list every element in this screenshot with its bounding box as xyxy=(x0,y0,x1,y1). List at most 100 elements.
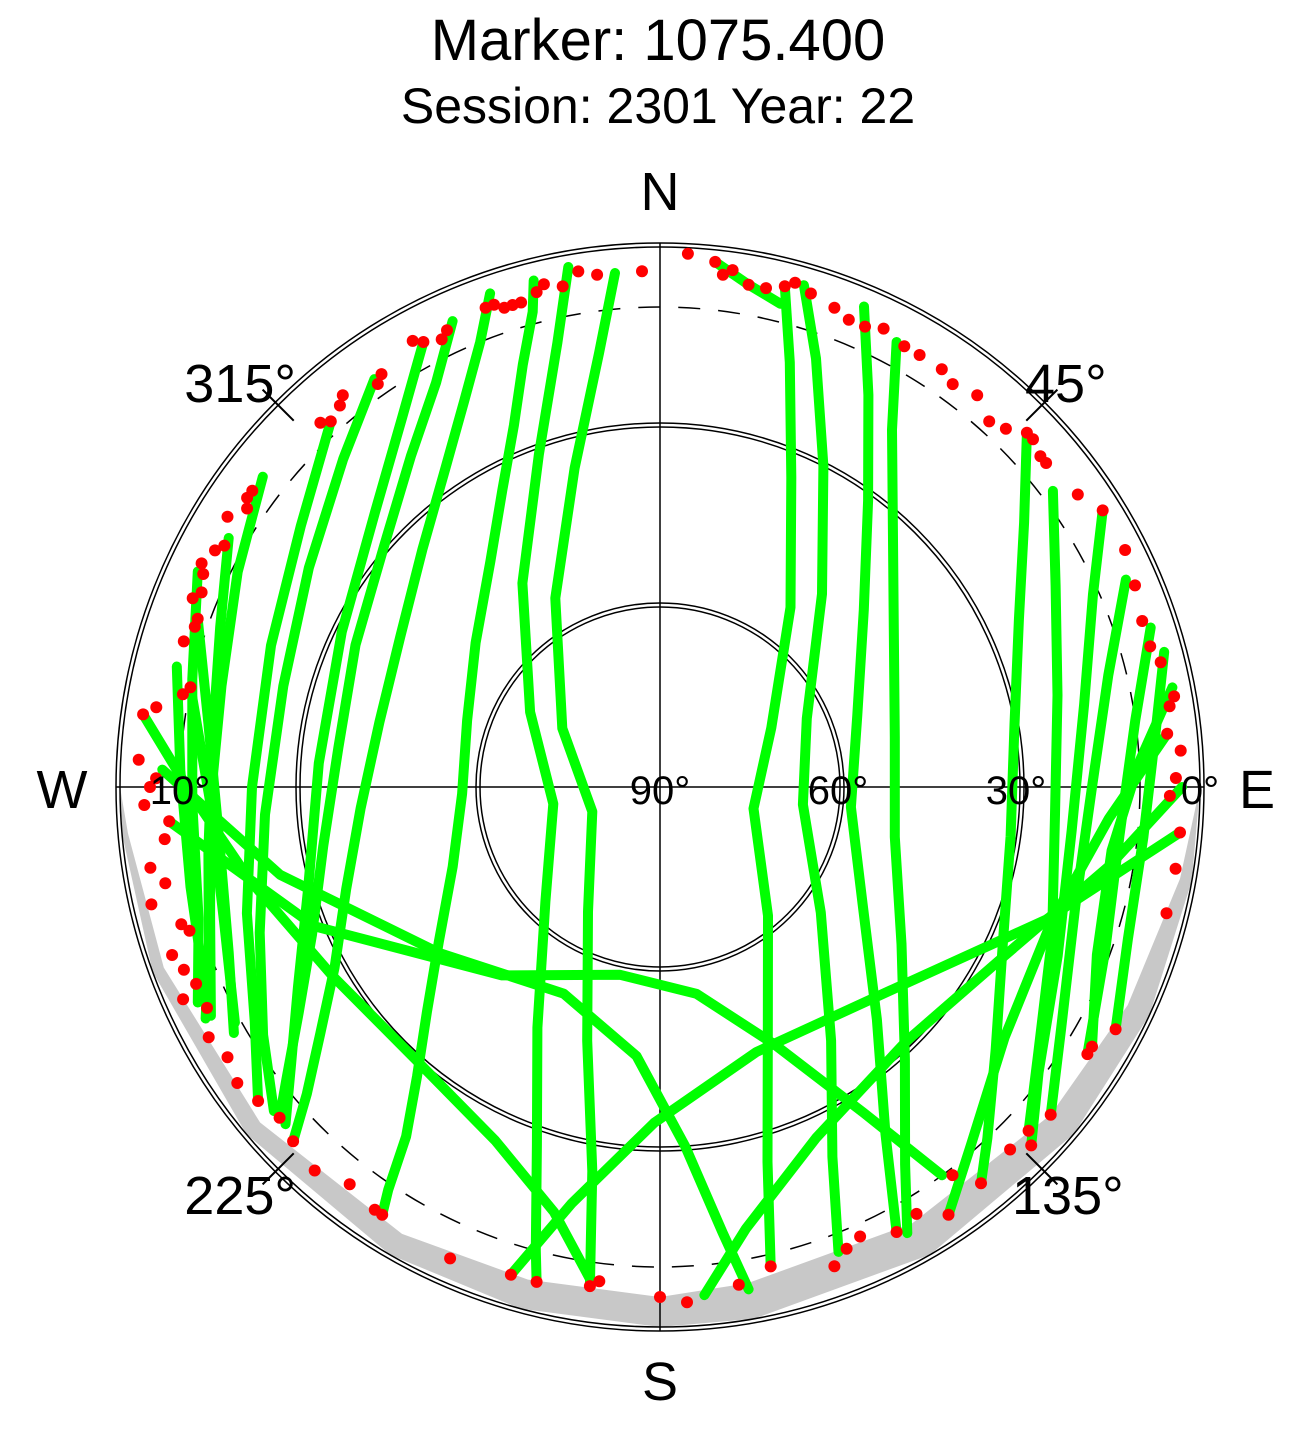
low-elevation-point xyxy=(859,320,871,333)
low-elevation-point xyxy=(975,1177,987,1190)
chart-subtitle: Session: 2301 Year: 22 xyxy=(401,78,915,134)
low-elevation-point xyxy=(197,568,210,580)
low-elevation-point xyxy=(479,301,492,314)
satellite-track-2 xyxy=(288,288,496,1147)
low-elevation-point xyxy=(726,264,739,277)
low-elevation-point xyxy=(636,265,648,278)
low-elevation-point xyxy=(176,688,189,701)
chart-title: Marker: 1075.400 xyxy=(431,8,886,73)
low-elevation-point xyxy=(764,1260,777,1273)
low-elevation-point xyxy=(1086,1040,1098,1053)
low-elevation-point xyxy=(177,993,190,1006)
low-elevation-point xyxy=(1071,488,1084,501)
low-elevation-point xyxy=(159,877,172,890)
low-elevation-point xyxy=(417,336,430,348)
low-elevation-point xyxy=(593,1275,606,1288)
low-elevation-point xyxy=(1154,656,1167,669)
low-elevation-point xyxy=(498,301,511,314)
low-elevation-point xyxy=(530,286,543,299)
low-elevation-point xyxy=(218,539,231,552)
low-elevation-point xyxy=(308,1164,321,1177)
satellite-track-30 xyxy=(699,782,1187,1301)
low-elevation-point xyxy=(1020,426,1033,439)
low-elevation-point xyxy=(760,282,772,295)
low-elevation-point xyxy=(1004,1143,1017,1156)
low-elevation-point xyxy=(537,278,550,291)
satellite-track-5 xyxy=(254,374,380,1116)
low-elevation-points xyxy=(132,247,1187,1309)
low-elevation-point xyxy=(556,280,569,293)
low-elevation-point xyxy=(406,334,419,347)
elevation-label-0: 0° xyxy=(1181,769,1219,813)
azimuth-tick-45 xyxy=(1025,388,1059,422)
elevation-label-60: 60° xyxy=(808,769,869,813)
low-elevation-point xyxy=(221,1051,234,1064)
low-elevation-point xyxy=(890,1226,903,1238)
low-elevation-point xyxy=(441,324,453,337)
low-elevation-point xyxy=(999,422,1012,435)
low-elevation-point xyxy=(935,363,948,376)
low-elevation-point xyxy=(1119,544,1132,556)
satellite-track-17 xyxy=(550,268,620,1292)
low-elevation-point xyxy=(840,1242,853,1255)
low-elevation-point xyxy=(241,502,254,515)
satellite-track-16 xyxy=(517,262,574,1287)
low-elevation-point xyxy=(1169,772,1182,784)
low-elevation-point xyxy=(190,977,203,990)
low-elevation-point xyxy=(188,620,201,633)
satellite-track-14 xyxy=(157,764,754,1295)
low-elevation-point xyxy=(942,1208,955,1221)
low-elevation-point xyxy=(201,1001,213,1014)
low-elevation-point xyxy=(681,247,694,260)
low-elevation-point xyxy=(150,701,163,714)
low-elevation-point xyxy=(946,1169,959,1182)
low-elevation-point xyxy=(910,1207,923,1220)
satellite-track-28 xyxy=(1087,682,1178,1052)
low-elevation-point xyxy=(241,491,254,504)
low-elevation-point xyxy=(150,772,163,785)
low-elevation-point xyxy=(1174,744,1187,757)
low-elevation-point xyxy=(166,949,179,961)
low-elevation-point xyxy=(175,918,188,931)
low-elevation-point xyxy=(287,1135,300,1148)
low-elevation-point xyxy=(1144,640,1157,653)
low-elevation-point xyxy=(583,1280,596,1293)
low-elevation-point xyxy=(132,753,145,766)
west-label: W xyxy=(37,760,88,820)
low-elevation-point xyxy=(314,416,327,429)
south-label: S xyxy=(642,1352,678,1412)
low-elevation-point xyxy=(854,1230,867,1243)
low-elevation-point xyxy=(572,265,585,278)
low-elevation-point xyxy=(983,415,996,428)
azimuth-tick-225 xyxy=(261,1152,295,1186)
azimuth-label-45: 45° xyxy=(1025,354,1107,414)
satellite-track-18 xyxy=(748,281,797,1272)
low-elevation-point xyxy=(789,276,802,289)
low-elevation-point xyxy=(333,399,346,412)
low-elevation-point xyxy=(195,557,208,570)
satellite-track-20 xyxy=(845,301,902,1237)
low-elevation-point xyxy=(186,592,199,605)
low-elevation-point xyxy=(183,924,196,937)
low-elevation-point xyxy=(877,322,890,335)
east-label: E xyxy=(1239,760,1275,820)
low-elevation-point xyxy=(1044,1108,1057,1121)
low-elevation-point xyxy=(709,255,722,268)
low-elevation-point xyxy=(504,1268,517,1281)
low-elevation-point xyxy=(530,1275,543,1288)
low-elevation-point xyxy=(343,1178,356,1191)
satellite-track-31 xyxy=(505,827,1185,1280)
low-elevation-point xyxy=(913,349,926,361)
azimuth-label-135: 135° xyxy=(1012,1166,1124,1226)
azimuth-label-225: 225° xyxy=(184,1166,296,1226)
low-elevation-point xyxy=(842,313,855,326)
azimuth-label-315: 315° xyxy=(184,354,296,414)
low-elevation-point xyxy=(591,268,604,281)
low-elevation-point xyxy=(195,586,208,599)
north-label: N xyxy=(641,162,680,222)
satellite-track-1 xyxy=(377,275,539,1220)
elevation-label-90: 90° xyxy=(630,769,691,813)
low-elevation-point xyxy=(371,378,384,390)
low-elevation-point xyxy=(252,1095,265,1107)
